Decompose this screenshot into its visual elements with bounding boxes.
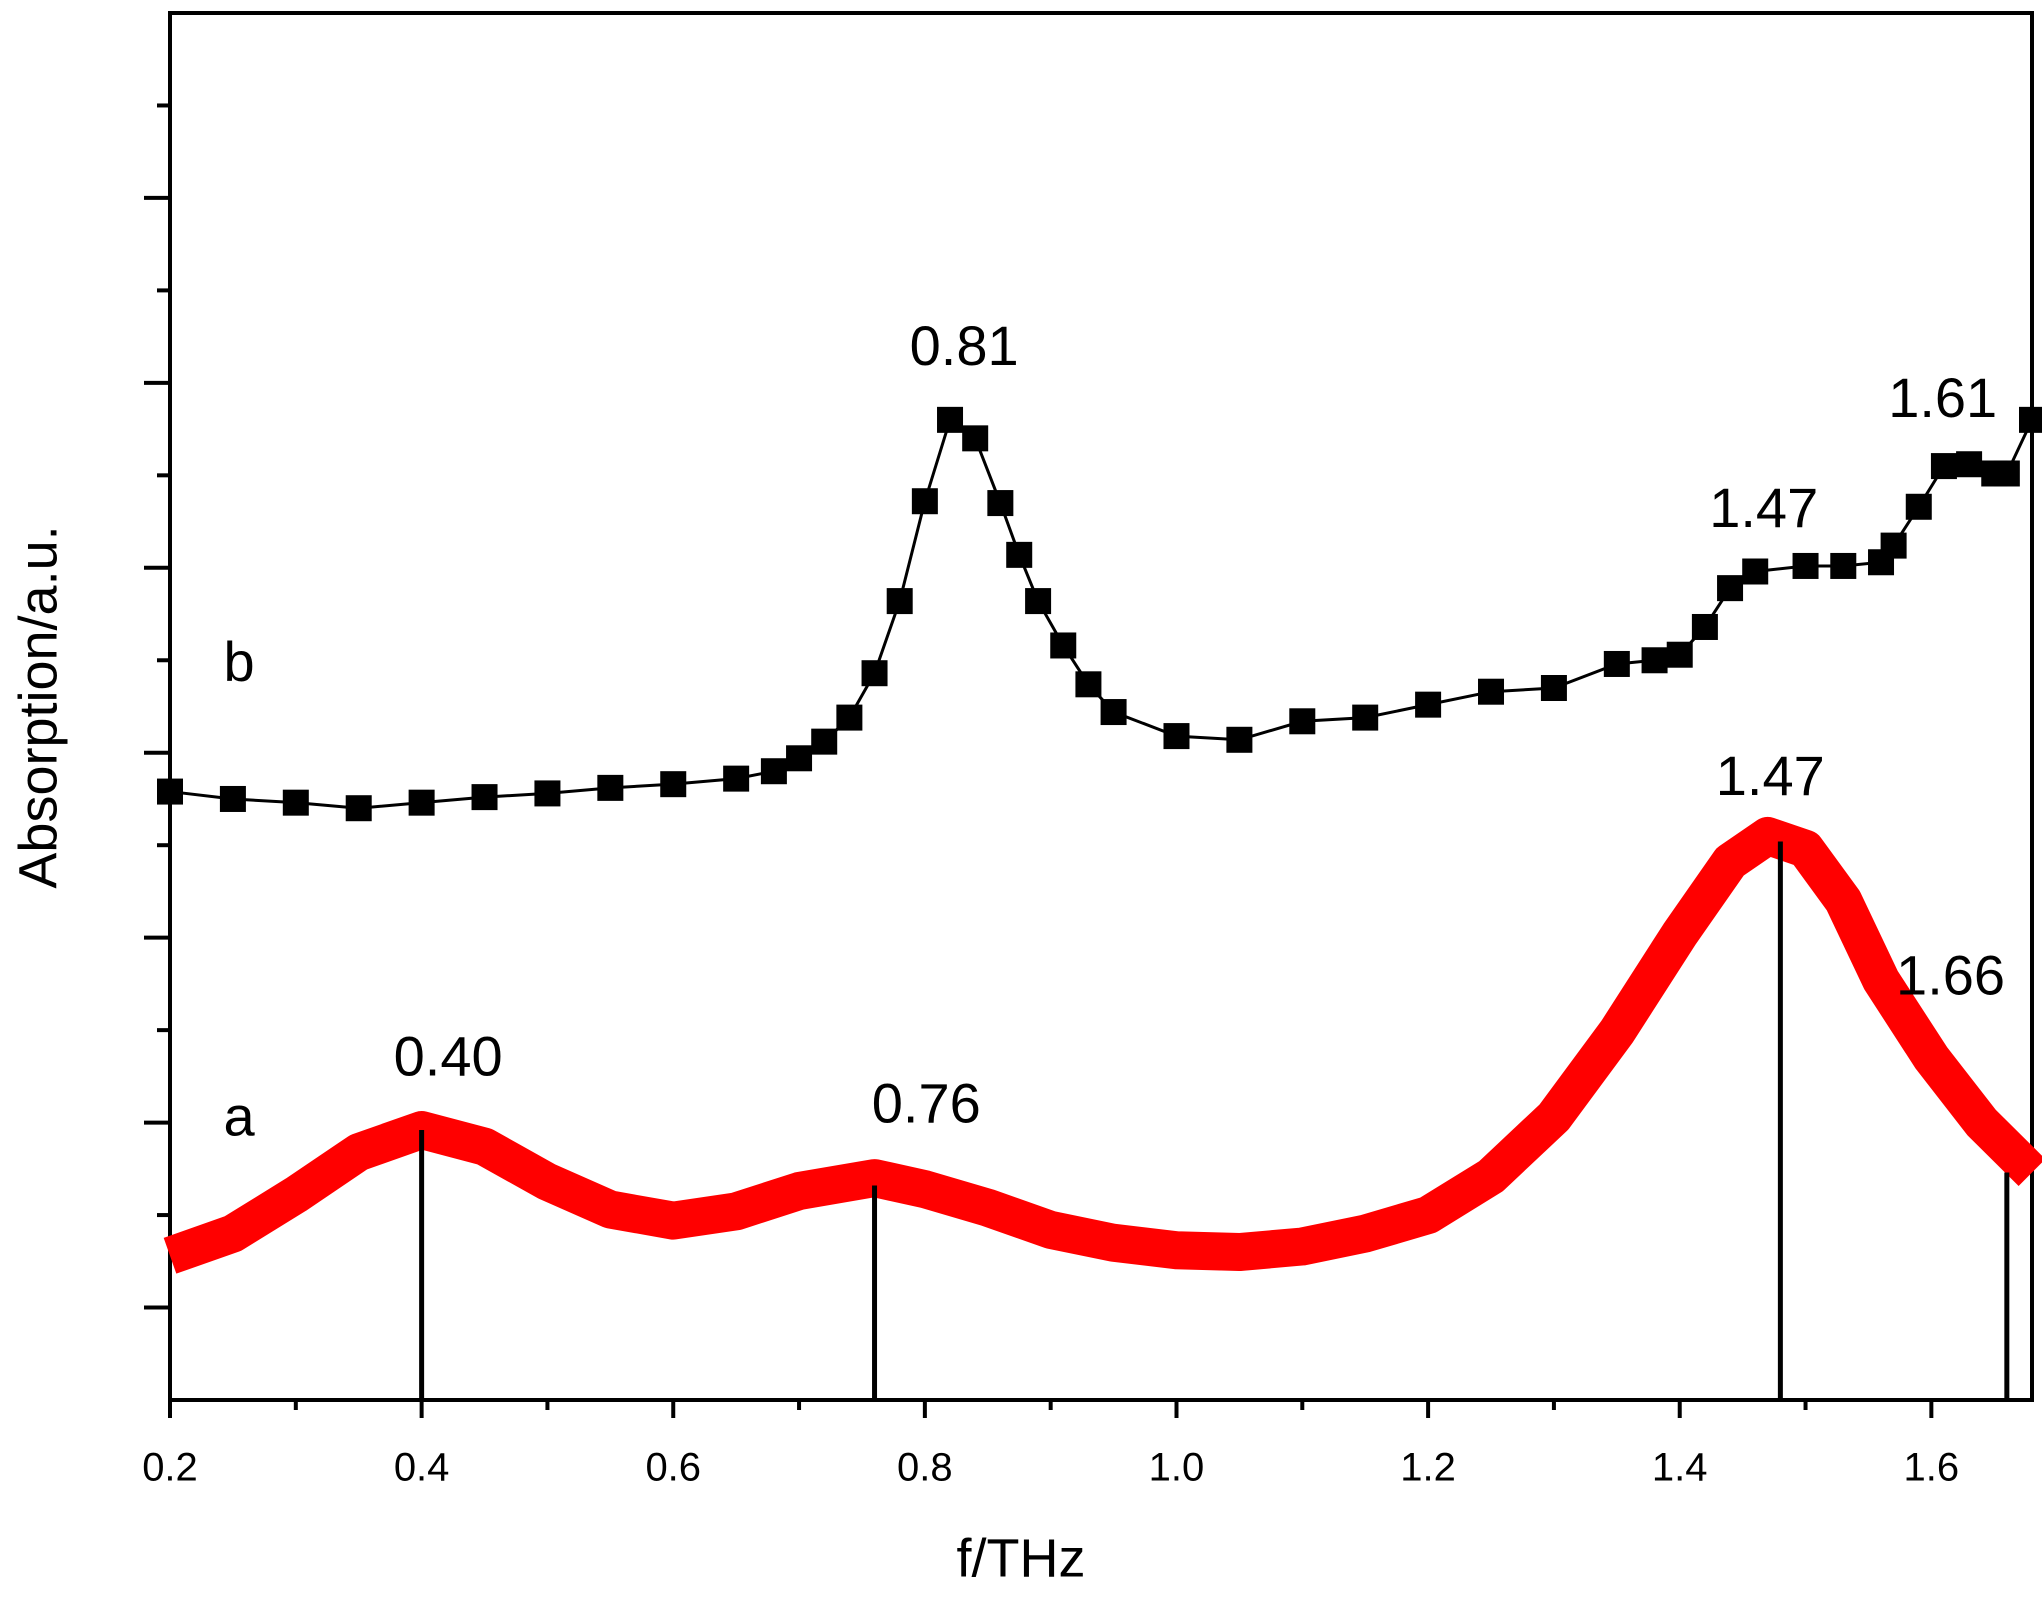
data-point	[1289, 708, 1316, 735]
data-point	[2019, 406, 2042, 433]
data-point	[597, 774, 624, 801]
data-point	[1641, 647, 1668, 674]
data-point	[345, 795, 372, 822]
annotation: 1.47	[1709, 476, 1818, 539]
data-point	[811, 728, 838, 755]
data-point	[1603, 650, 1630, 677]
x-tick-label: 1.0	[1149, 1446, 1205, 1490]
data-point	[937, 406, 964, 433]
data-point	[1075, 671, 1102, 698]
x-tick-label: 0.2	[142, 1446, 198, 1490]
data-point	[1050, 632, 1077, 659]
data-point	[282, 789, 309, 816]
x-tick-label: 0.4	[394, 1446, 450, 1490]
data-point	[1930, 453, 1957, 480]
data-point	[786, 745, 813, 772]
annotation: 1.47	[1716, 744, 1825, 807]
annotation: 0.81	[910, 314, 1019, 377]
annotation: 1.66	[1896, 944, 2005, 1007]
data-point	[723, 765, 750, 792]
data-point	[157, 778, 183, 805]
data-point	[471, 784, 498, 811]
data-point	[1993, 460, 2020, 487]
data-point	[408, 789, 435, 816]
annotation: b	[224, 630, 255, 693]
data-point	[1025, 588, 1052, 615]
data-point	[660, 771, 687, 798]
series-line	[163, 816, 2042, 1274]
data-point	[886, 588, 913, 615]
data-point	[1742, 558, 1769, 585]
data-point	[987, 490, 1014, 517]
data-point	[1100, 699, 1127, 726]
annotation: 1.61	[1888, 366, 1997, 429]
data-point	[1415, 691, 1442, 718]
data-point	[962, 425, 989, 452]
data-point	[1792, 552, 1819, 579]
data-point	[219, 785, 246, 812]
data-point	[1691, 613, 1718, 640]
data-point	[1905, 493, 1932, 520]
data-point	[836, 704, 863, 731]
x-axis-label: f/THz	[957, 1528, 1086, 1588]
data-point	[1956, 451, 1983, 478]
y-axis-label: Absorption/a.u.	[8, 525, 68, 888]
x-tick-label: 1.6	[1904, 1446, 1960, 1490]
x-tick-label: 1.2	[1400, 1446, 1456, 1490]
data-point	[1717, 575, 1744, 602]
annotation: 0.40	[394, 1025, 503, 1088]
x-tick-label: 0.6	[645, 1446, 701, 1490]
data-point	[1006, 541, 1033, 568]
data-point	[1880, 532, 1907, 559]
x-tick-label: 0.8	[897, 1446, 953, 1490]
data-point	[861, 660, 888, 687]
data-point	[534, 780, 561, 807]
data-point	[911, 488, 938, 515]
x-tick-label: 1.4	[1652, 1446, 1708, 1490]
data-point	[760, 758, 787, 785]
data-point	[1540, 675, 1567, 702]
annotation: 0.76	[872, 1072, 981, 1135]
data-point	[1478, 678, 1505, 705]
data-point	[1352, 704, 1379, 731]
data-point	[1226, 726, 1253, 753]
annotation: a	[224, 1085, 256, 1148]
plot-frame	[168, 11, 2034, 1402]
data-point	[1830, 552, 1857, 579]
data-point	[1666, 641, 1693, 668]
data-point	[1163, 723, 1190, 750]
